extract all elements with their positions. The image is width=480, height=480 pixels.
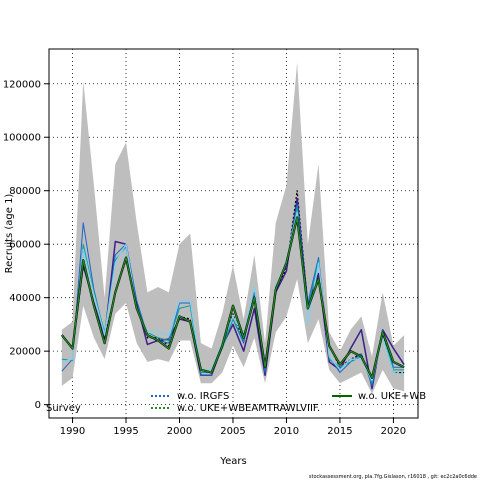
x-tick-label: 1995 (113, 426, 138, 437)
plot-frame (48, 48, 419, 419)
x-tick-label: 2000 (167, 426, 192, 437)
x-axis-title: Years (219, 456, 246, 467)
x-axis-ticks: 1990 1995 2000 2005 2010 2015 2020 (60, 418, 406, 437)
series-lines-layer (60, 190, 405, 390)
x-tick-label: 2010 (274, 426, 299, 437)
y-tick-label: 120000 (3, 79, 41, 90)
x-tick-label: 1990 (60, 426, 85, 437)
y-tick-label: 20000 (9, 347, 41, 358)
series-line-5 (61, 211, 405, 382)
y-axis-title: Recruits (age 1) (4, 194, 15, 274)
confidence-band (61, 62, 405, 394)
x-tick-label: 2020 (381, 426, 406, 437)
y-tick-label: 100000 (3, 133, 41, 144)
confidence-band-layer (61, 62, 405, 394)
legend-label-1: Survey (46, 403, 81, 414)
y-tick-label: 60000 (9, 240, 41, 251)
legend-label-2: w.o. IRGFS (177, 391, 229, 402)
x-tick-label: 2015 (327, 426, 352, 437)
y-tick-label: 0 (35, 400, 41, 411)
legend-label-4: w.o. UKE+WB (358, 391, 426, 402)
x-tick-label: 2005 (220, 426, 245, 437)
y-tick-label: 40000 (9, 293, 41, 304)
series-line-8 (61, 216, 405, 379)
y-tick-label: 80000 (9, 186, 41, 197)
footer-credit: stockassessment.org, pla.7fg.Gislason, r… (309, 474, 477, 480)
legend-label-3: w.o. UKE+WBEAMTRAWLVIIF. (177, 403, 320, 414)
y-axis-ticks: 0 20000 40000 60000 80000 100000 120000 (3, 79, 49, 411)
